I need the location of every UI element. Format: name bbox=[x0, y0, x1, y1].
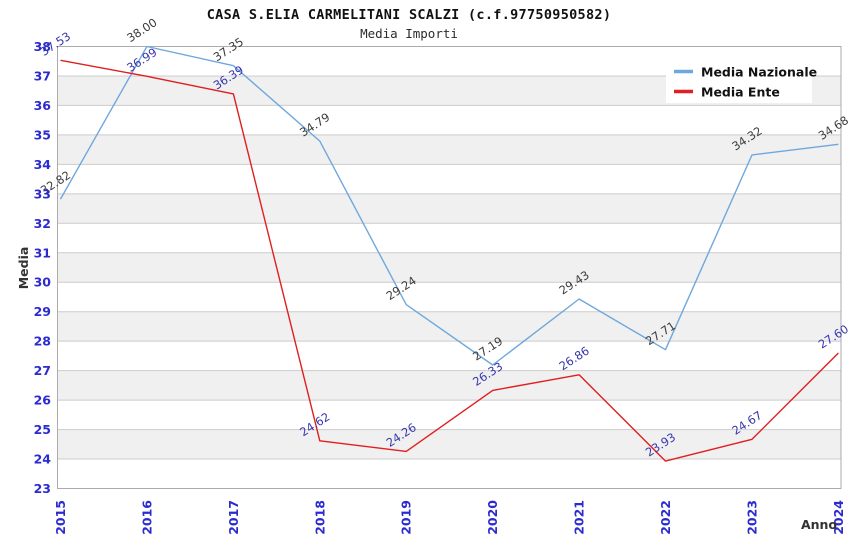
value-label: 26.86 bbox=[556, 344, 591, 374]
plot-band bbox=[57, 193, 841, 224]
y-tick-label: 23 bbox=[34, 481, 51, 496]
svg-text:2018: 2018 bbox=[312, 500, 327, 535]
y-tick-label: 34 bbox=[34, 157, 52, 172]
y-tick-label: 33 bbox=[34, 186, 51, 201]
svg-text:2019: 2019 bbox=[399, 500, 414, 535]
series-line-media-nazionale bbox=[59, 45, 839, 366]
legend-label-media-ente: Media Ente bbox=[701, 85, 780, 100]
x-tick-label: 2016 bbox=[139, 500, 154, 535]
chart-subtitle: Media Importi bbox=[360, 26, 458, 41]
plot-band bbox=[57, 429, 841, 460]
y-tick-label: 27 bbox=[34, 363, 51, 378]
y-tick-label: 31 bbox=[34, 245, 51, 260]
x-tick-label: 2022 bbox=[658, 500, 673, 535]
legend: Media Nazionale Media Ente bbox=[666, 57, 817, 103]
svg-text:2015: 2015 bbox=[53, 500, 68, 535]
svg-text:2020: 2020 bbox=[485, 500, 500, 535]
y-tick-label: 38 bbox=[34, 39, 51, 54]
svg-text:2017: 2017 bbox=[226, 500, 241, 535]
y-tick-label: 29 bbox=[34, 304, 51, 319]
svg-text:26.86: 26.86 bbox=[556, 344, 591, 374]
y-tick-label: 30 bbox=[34, 275, 52, 290]
y-tick-label: 32 bbox=[34, 216, 51, 231]
svg-text:2016: 2016 bbox=[139, 500, 154, 535]
plot-band bbox=[57, 252, 841, 283]
y-tick-label: 25 bbox=[34, 422, 51, 437]
y-tick-label: 35 bbox=[34, 127, 51, 142]
svg-text:38.00: 38.00 bbox=[124, 15, 159, 45]
y-tick-label: 26 bbox=[34, 393, 52, 408]
y-axis-title: Media bbox=[16, 247, 31, 290]
x-axis-title: Anno bbox=[801, 517, 837, 532]
value-label: 36.99 bbox=[124, 45, 159, 75]
plot-area: 32.8238.0037.3534.7929.2427.1929.4327.71… bbox=[34, 15, 850, 535]
svg-text:37.35: 37.35 bbox=[211, 34, 246, 64]
svg-text:2024: 2024 bbox=[831, 500, 846, 535]
y-tick-label: 28 bbox=[34, 334, 51, 349]
svg-text:2023: 2023 bbox=[745, 500, 760, 535]
x-tick-label: 2020 bbox=[485, 500, 500, 535]
plot-band bbox=[57, 134, 841, 165]
x-tick-label: 2019 bbox=[399, 500, 414, 535]
y-tick-label: 36 bbox=[34, 98, 52, 113]
y-tick-label: 37 bbox=[34, 68, 51, 83]
x-tick-label: 2017 bbox=[226, 500, 241, 535]
plot-band bbox=[57, 311, 841, 342]
x-tick-label: 2024 bbox=[831, 500, 846, 535]
svg-text:2021: 2021 bbox=[572, 500, 587, 535]
legend-background bbox=[666, 57, 812, 103]
x-tick-label: 2018 bbox=[312, 500, 327, 535]
svg-text:2022: 2022 bbox=[658, 500, 673, 535]
legend-label-media-nazionale: Media Nazionale bbox=[701, 65, 817, 80]
plot-border bbox=[57, 46, 842, 489]
plot-band bbox=[57, 370, 841, 401]
x-tick-label: 2023 bbox=[745, 500, 760, 535]
x-tick-label: 2021 bbox=[572, 500, 587, 535]
x-tick-label: 2015 bbox=[53, 500, 68, 535]
value-label: 38.00 bbox=[124, 15, 159, 45]
y-tick-label: 24 bbox=[34, 452, 52, 467]
svg-text:36.99: 36.99 bbox=[124, 45, 159, 75]
value-label: 37.35 bbox=[211, 34, 246, 64]
series-line-media-ente bbox=[60, 59, 839, 462]
chart-title: CASA S.ELIA CARMELITANI SCALZI (c.f.9775… bbox=[206, 7, 612, 23]
